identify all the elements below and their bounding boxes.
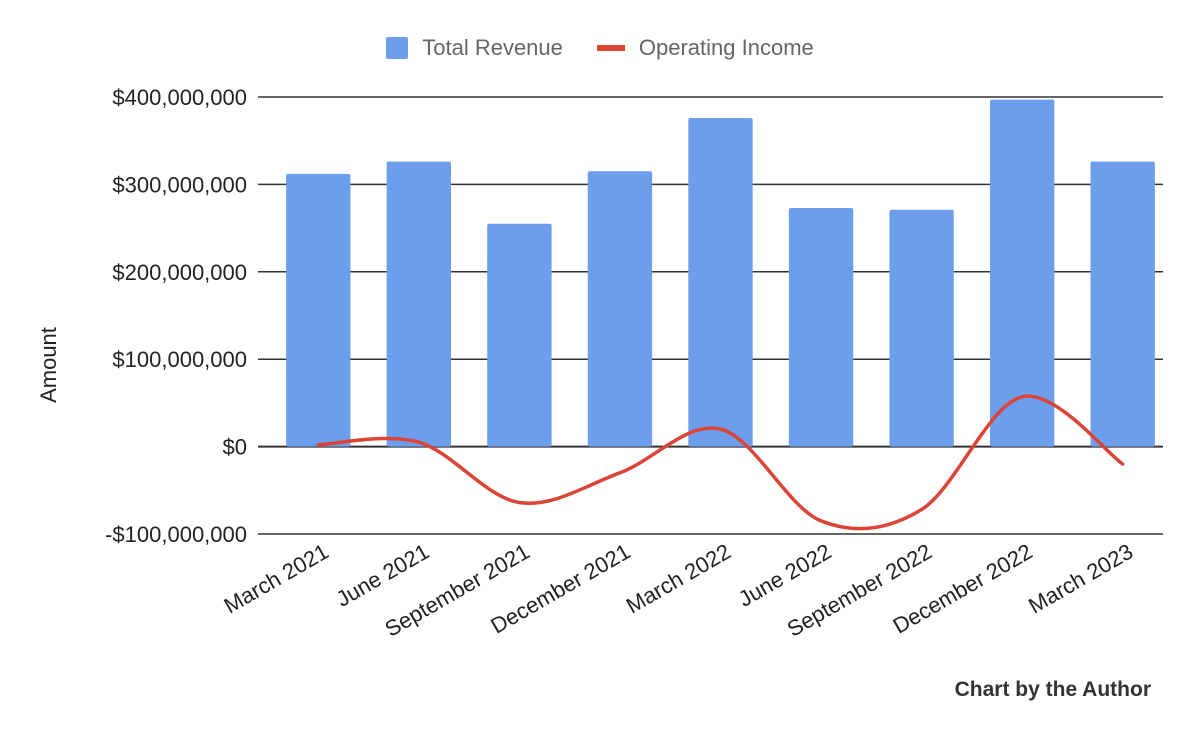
y-tick-label: $300,000,000 bbox=[112, 172, 247, 197]
bar-total-revenue[interactable] bbox=[386, 161, 452, 447]
bar-total-revenue[interactable] bbox=[286, 173, 351, 447]
y-axis-ticks: -$100,000,000 $0 $100,000,000 $200,000,000 $… bbox=[105, 85, 247, 547]
y-tick-label: $200,000,000 bbox=[112, 260, 247, 285]
chart-credit: Chart by the Author bbox=[954, 678, 1151, 701]
legend-label-total-revenue: Total Revenue bbox=[422, 35, 563, 60]
legend-item-operating-income[interactable]: Operating Income bbox=[596, 30, 814, 66]
bar-total-revenue[interactable] bbox=[587, 171, 653, 447]
legend-label-operating-income: Operating Income bbox=[638, 35, 814, 60]
bar-total-revenue[interactable] bbox=[688, 117, 753, 447]
legend-swatch-line bbox=[596, 45, 625, 51]
x-tick-label: March 2023 bbox=[1024, 539, 1137, 619]
bar-total-revenue[interactable] bbox=[487, 223, 552, 447]
bars-total-revenue bbox=[286, 99, 1155, 447]
legend-item-total-revenue[interactable]: Total Revenue bbox=[386, 30, 563, 66]
x-tick-label: March 2022 bbox=[622, 539, 735, 619]
y-axis-title: Amount bbox=[36, 327, 61, 403]
y-tick-label: -$100,000,000 bbox=[105, 522, 247, 547]
y-tick-label: $400,000,000 bbox=[112, 85, 247, 110]
line-series-operating-income[interactable] bbox=[316, 394, 1125, 531]
line-operating-income bbox=[316, 394, 1125, 531]
bar-total-revenue[interactable] bbox=[989, 99, 1055, 447]
x-tick-label: March 2021 bbox=[220, 539, 333, 619]
y-tick-label: $100,000,000 bbox=[112, 347, 247, 372]
y-tick-label: $0 bbox=[223, 435, 247, 460]
bar-total-revenue[interactable] bbox=[889, 209, 954, 447]
legend: Total Revenue Operating Income bbox=[0, 30, 1200, 66]
legend-swatch-bar bbox=[386, 37, 409, 59]
bar-total-revenue[interactable] bbox=[1090, 161, 1155, 447]
bar-total-revenue[interactable] bbox=[788, 207, 854, 447]
